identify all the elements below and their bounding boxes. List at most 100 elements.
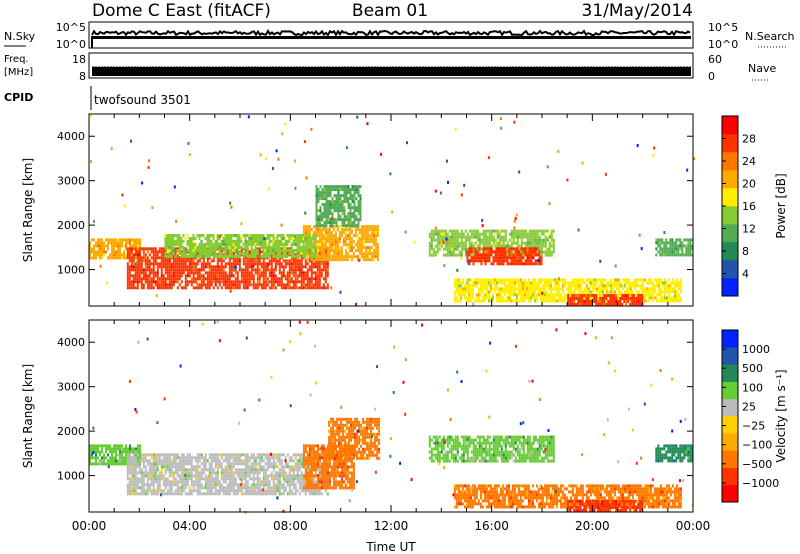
range-cell (679, 241, 682, 245)
range-cell (228, 268, 231, 272)
scatter-cell (463, 183, 466, 187)
range-cell (123, 447, 125, 451)
range-cell (113, 244, 115, 248)
range-cell (529, 299, 532, 303)
range-cell (359, 218, 362, 222)
range-cell (326, 286, 329, 290)
range-cell (266, 277, 269, 281)
range-cell (228, 237, 231, 240)
scatter-cell (500, 117, 502, 121)
range-cell (160, 283, 163, 287)
range-cell (510, 229, 513, 233)
range-cell (675, 238, 678, 242)
range-cell (347, 218, 350, 222)
range-cell (505, 296, 508, 300)
range-cell (671, 296, 674, 300)
range-cell (583, 300, 586, 303)
range-cell (172, 240, 175, 243)
range-cell (460, 244, 463, 248)
range-cell (541, 299, 544, 303)
range-cell (543, 284, 546, 288)
range-cell (470, 232, 473, 236)
range-cell (230, 262, 233, 266)
range-cell (679, 281, 682, 285)
freq-tick-bottom: 8 (79, 70, 86, 83)
range-cell (430, 232, 433, 236)
range-cell (495, 299, 498, 303)
range-cell (430, 229, 433, 233)
range-cell (317, 221, 320, 225)
range-cell (372, 240, 375, 244)
range-cell (136, 280, 139, 284)
scatter-cell (548, 202, 551, 206)
range-cell (538, 235, 541, 239)
range-cell (130, 256, 133, 260)
scatter-cell (692, 157, 695, 161)
range-cell (337, 191, 340, 195)
range-cell (462, 235, 465, 239)
range-cell (530, 232, 533, 236)
range-cell (226, 237, 229, 240)
range-cell (671, 247, 674, 251)
range-cell (176, 489, 179, 493)
range-cell (675, 278, 678, 282)
range-cell (252, 268, 255, 272)
range-cell (302, 280, 305, 284)
range-cell (639, 284, 642, 288)
range-cell (158, 471, 161, 475)
range-cell (156, 468, 159, 472)
range-cell (148, 465, 151, 469)
range-cell (234, 243, 237, 246)
range-cell (148, 262, 151, 266)
range-cell (569, 287, 572, 291)
range-cell (158, 277, 161, 281)
range-cell (296, 234, 299, 237)
range-cell (154, 492, 157, 496)
range-cell (374, 252, 377, 256)
range-cell (228, 252, 231, 255)
range-cell (204, 277, 207, 281)
range-cell (304, 243, 307, 247)
range-cell (93, 253, 95, 257)
range-cell (485, 290, 488, 294)
range-cell (310, 243, 313, 246)
range-cell (272, 246, 275, 249)
range-cell (222, 283, 225, 287)
range-cell (545, 296, 548, 300)
range-cell (132, 468, 135, 472)
range-cell (338, 240, 341, 244)
range-cell (204, 255, 207, 258)
range-cell (583, 294, 586, 297)
range-cell (523, 299, 526, 303)
range-cell (109, 462, 111, 466)
range-cell (340, 258, 343, 262)
range-cell (677, 284, 680, 288)
range-cell (315, 200, 318, 204)
range-cell (99, 238, 101, 242)
range-cell (617, 278, 620, 282)
range-cell (364, 234, 367, 238)
range-cell (496, 262, 499, 266)
range-cell (490, 235, 493, 239)
range-cell (109, 447, 111, 451)
range-cell (160, 489, 163, 493)
range-cell (170, 459, 173, 463)
range-cell (306, 252, 309, 256)
range-cell (637, 278, 640, 282)
range-cell (310, 268, 313, 272)
range-cell (651, 293, 654, 297)
range-cell (663, 247, 666, 251)
range-cell (319, 185, 322, 189)
range-cell (649, 278, 652, 282)
range-cell (468, 238, 471, 242)
scatter-cell (110, 147, 113, 151)
range-cell (178, 465, 181, 469)
range-cell (272, 255, 275, 258)
range-cell (358, 228, 361, 232)
range-cell (152, 271, 155, 275)
range-cell (326, 268, 329, 272)
range-cell (148, 283, 151, 287)
range-cell (148, 271, 151, 275)
range-cell (665, 290, 668, 294)
range-cell (540, 253, 543, 257)
